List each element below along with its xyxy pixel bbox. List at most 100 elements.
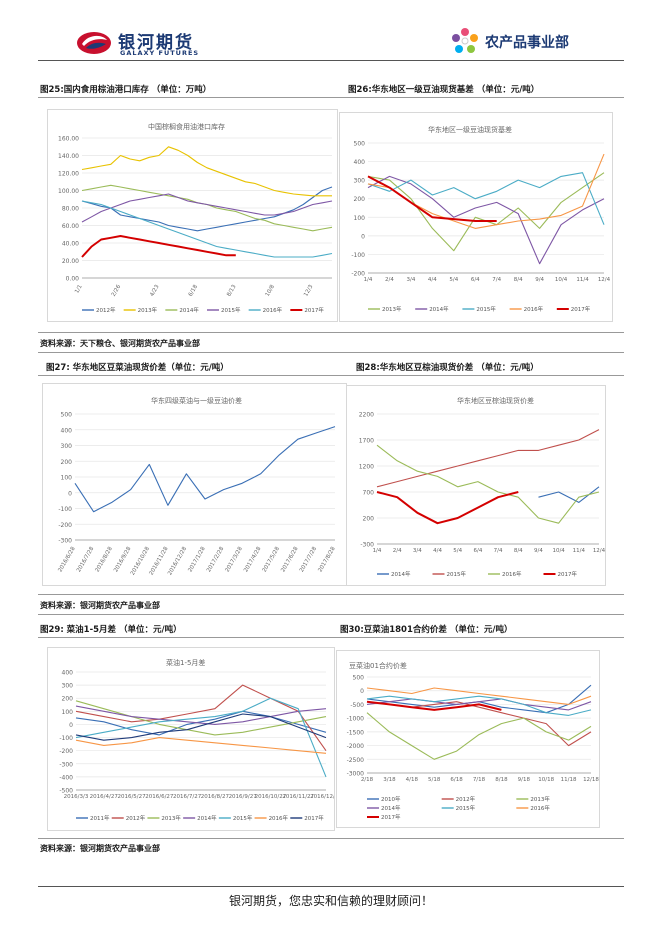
y-tick-label: -2000 [347,743,365,750]
x-tick-label: 5/4 [453,548,462,554]
x-tick-label: 1/1 [74,284,84,295]
series-line [81,193,333,223]
chart-27: 华东四级菜油与一级豆油价差 -300 -200 -100 0 100 200 300 400 5… [42,383,347,586]
x-tick-label: 3/18 [383,777,396,783]
source-divider-1 [38,332,624,333]
y-tick-label: 1700 [359,438,374,445]
series-line [81,235,236,258]
x-tick-label: 2016/12/27 [310,794,334,800]
x-tick-label: 7/4 [494,548,503,554]
x-tick-label: 2/18 [361,777,374,783]
legend-label: 2014年 [391,570,411,578]
y-tick-label: 300 [354,178,366,185]
y-tick-label: 0 [68,490,72,497]
x-tick-label: 2017/4/28 [243,546,263,574]
x-tick-label: 7/18 [473,777,486,783]
series-line [376,491,519,525]
x-tick-label: 6/18 [188,284,200,298]
x-tick-label: 2017/3/28 [225,546,245,574]
series-line [367,172,605,225]
y-tick-label: -500 [350,702,364,709]
x-tick-label: 12/4 [593,548,605,554]
x-tick-label: 2016/4/27 [90,794,119,800]
series-line [367,175,605,265]
x-tick-label: 8/13 [226,284,238,298]
y-tick-label: 400 [61,427,73,434]
y-tick-label: -200 [59,748,73,755]
y-tick-label: 140.00 [58,153,79,160]
y-tick-label: 60.00 [62,223,79,230]
y-tick-label: -200 [351,271,365,278]
legend-label: 2015年 [447,570,467,578]
legend-label: 2014年 [429,305,449,313]
caption-divider-3 [38,637,624,638]
footer-divider [38,886,624,887]
header-divider [38,60,624,61]
y-tick-label: 0.00 [66,276,80,283]
y-tick-label: 300 [62,683,74,690]
page-footer: 银河期货，您忠实和信赖的理财顾问！ [228,894,433,908]
figure-30-caption: 图30:豆菜油1801合约价差 （单位：元/吨） [340,625,513,635]
x-tick-label: 10/8 [265,284,277,298]
legend-label: 2010年 [381,795,401,803]
legend-label: 2014年 [197,814,217,822]
y-tick-label: 500 [353,675,365,682]
x-tick-label: 2016/7/27 [173,794,202,800]
legend-label: 2012年 [96,306,116,314]
figure-29-caption: 图29: 菜油1-5月差 （单位：元/吨） [40,625,182,635]
x-tick-label: 2016/8/27 [201,794,230,800]
y-tick-label: 160.00 [58,136,79,143]
legend-label: 2015年 [456,804,476,812]
y-tick-label: 200 [363,516,375,523]
x-tick-label: 5/18 [428,777,441,783]
series-line [75,697,327,778]
chart-title: 华东四级菜油与一级豆油价差 [151,397,242,405]
chart-title: 菜油1-5月差 [166,659,206,667]
x-tick-label: 2016/10/28 [130,546,151,577]
legend-label: 2017年 [304,814,324,822]
series-line [75,737,327,754]
y-tick-label: 1200 [359,464,374,471]
chart-30-plot: -3000 -2500 -2000 -1500 -1000 -500 0 500 2/18 3/1… [347,675,599,822]
x-tick-label: 2016/3/3 [64,794,89,800]
chart-title: 华东地区豆棕油现货价差 [457,397,534,405]
y-tick-label: -300 [360,542,374,549]
x-tick-label: 2016/5/27 [117,794,146,800]
series-line [366,698,592,711]
x-tick-label: 3/4 [413,548,422,554]
y-tick-label: 2200 [359,412,374,419]
x-tick-label: 2016/10/27 [255,794,287,800]
x-tick-label: 10/4 [552,548,565,554]
legend-label: 2017年 [304,306,324,314]
x-tick-label: 9/4 [534,548,543,554]
x-tick-label: 8/4 [514,277,523,283]
legend-label: 2013年 [530,795,550,803]
legend-label: 2012年 [456,795,476,803]
series-line [81,200,333,258]
chart-title: 中国棕榈食用油港口库存 [148,123,225,131]
source-note-2: 资料来源：银河期货农产品事业部 [40,601,160,610]
galaxy-logo-cn: 银河期货 [118,33,194,53]
x-tick-label: 1/4 [373,548,382,554]
series-line [366,695,592,716]
series-line [376,444,600,524]
y-tick-label: 40.00 [62,241,79,248]
y-tick-label: 300 [61,443,73,450]
legend-label: 2017年 [571,305,591,313]
y-tick-label: 200 [61,459,73,466]
x-tick-label: 8/18 [495,777,508,783]
x-tick-label: 11/18 [561,777,577,783]
y-tick-label: -300 [59,761,73,768]
legend-label: 2015年 [233,814,253,822]
y-tick-label: -100 [351,252,365,259]
series-line [366,700,502,711]
dept-logo-icon [450,26,480,56]
chart-28: 华东地区豆棕油现货价差 -300 200 700 1200 1700 2200 1/4 2/4… [346,385,606,586]
series-line [376,429,600,488]
y-tick-label: 100 [61,475,73,482]
x-tick-label: 2017/6/28 [280,546,300,574]
x-tick-label: 2016/9/28 [113,546,133,574]
legend-label: 2015年 [221,306,241,314]
galaxy-logo-icon [76,30,112,56]
